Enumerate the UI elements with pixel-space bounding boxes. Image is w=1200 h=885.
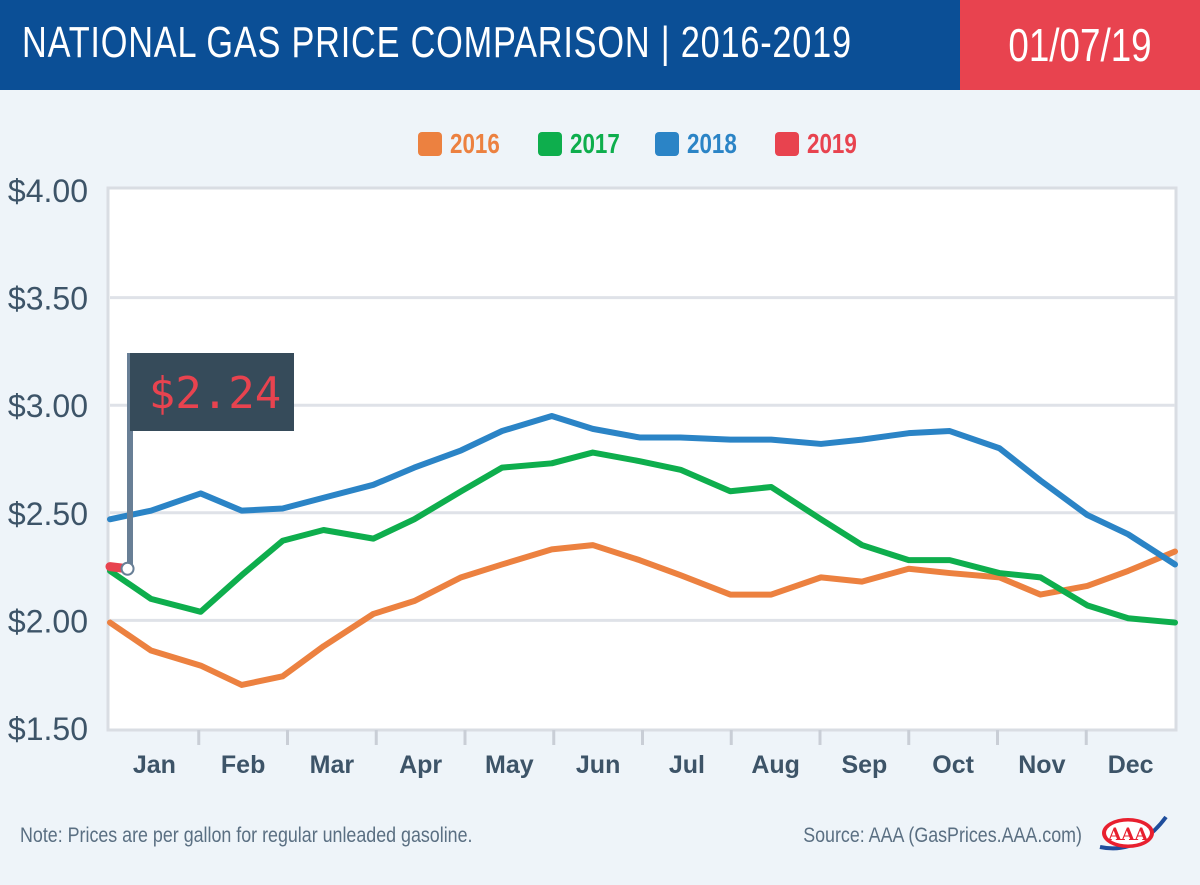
x-tick-label: Jul	[669, 751, 705, 779]
x-tick-label: Aug	[751, 751, 800, 779]
current-price-flag: $2.24	[120, 353, 294, 576]
y-tick-label: $2.00	[8, 603, 88, 639]
y-tick-label: $1.50	[8, 711, 88, 747]
x-tick-label: Feb	[221, 751, 265, 779]
annotation-marker	[120, 561, 135, 576]
x-tick-label: Oct	[932, 751, 974, 779]
legend-label: 2017	[570, 128, 620, 159]
y-tick-label: $4.00	[8, 173, 88, 209]
x-tick-label: May	[485, 751, 534, 779]
flag-pole	[127, 353, 133, 573]
date-box: 01/07/19	[960, 0, 1200, 90]
y-tick-label: $3.00	[8, 388, 88, 424]
chart-title: NATIONAL GAS PRICE COMPARISON | 2016-201…	[22, 18, 852, 67]
source-note: Source: AAA (GasPrices.AAA.com)	[803, 824, 1082, 847]
legend-label: 2016	[450, 128, 500, 159]
x-tick-label: Jun	[576, 751, 620, 779]
x-tick-label: Mar	[310, 751, 355, 779]
legend-label: 2019	[807, 128, 857, 159]
y-tick-label: $2.50	[8, 496, 88, 532]
legend-2018: 2018	[655, 128, 749, 160]
header-bar: NATIONAL GAS PRICE COMPARISON | 2016-201…	[0, 0, 1200, 90]
legend-swatch	[775, 132, 799, 156]
legend-2017: 2017	[538, 128, 632, 160]
aaa-logo: AAA	[1099, 815, 1168, 851]
legend-swatch	[655, 132, 679, 156]
legend-label: 2018	[687, 128, 737, 159]
legend-2019: 2019	[775, 128, 869, 160]
legend: 2016 2017 2018 2019	[0, 128, 1200, 162]
svg-text:AAA: AAA	[1107, 825, 1148, 845]
y-tick-label: $3.50	[8, 281, 88, 317]
legend-swatch	[538, 132, 562, 156]
x-tick-label: Apr	[399, 751, 442, 779]
date-label: 01/07/19	[1008, 19, 1152, 71]
legend-swatch	[418, 132, 442, 156]
flag-box	[130, 353, 294, 431]
flag-price-label: $2.24	[149, 368, 281, 419]
x-tick-label: Dec	[1108, 751, 1154, 779]
x-tick-label: Sep	[841, 751, 887, 779]
x-tick-label: Nov	[1018, 751, 1065, 779]
footnote: Note: Prices are per gallon for regular …	[20, 824, 473, 847]
x-tick-label: Jan	[133, 751, 176, 779]
legend-2016: 2016	[418, 128, 512, 160]
